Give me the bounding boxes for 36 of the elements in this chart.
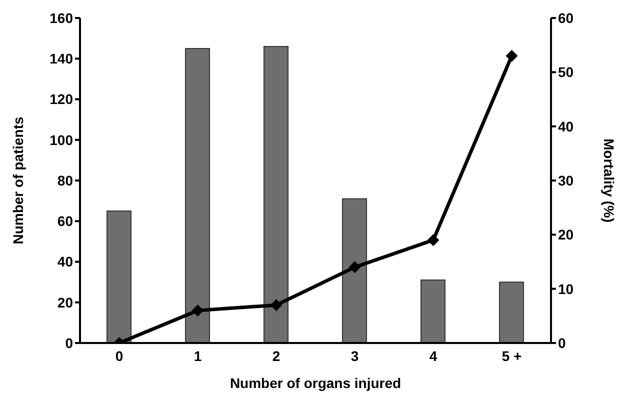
y-tick-label: 40 [57, 254, 74, 270]
x-tick-label: 3 [350, 348, 359, 364]
y-tick-label: 160 [50, 10, 74, 26]
y2-tick-label: 30 [558, 172, 574, 188]
y2-tick-label: 20 [558, 226, 574, 243]
x-tick-label: 5 + [502, 348, 522, 364]
y-axis-title: Number of patients [10, 116, 26, 244]
x-tick-label: 2 [272, 348, 280, 364]
y-tick-label: 20 [57, 294, 74, 310]
point [427, 234, 440, 246]
bar [342, 198, 367, 343]
point [348, 261, 361, 274]
y2-axis-title: Mortality (%) [601, 138, 618, 222]
point [270, 299, 282, 312]
x-tick-label: 4 [429, 348, 438, 364]
y-tick-label: 0 [65, 334, 74, 351]
y2-tick-label: 60 [558, 10, 574, 26]
point [192, 304, 204, 316]
bar [185, 48, 210, 343]
y2-tick-label: 50 [558, 64, 574, 80]
y-tick-label: 80 [57, 172, 74, 188]
y-tick-label: 60 [57, 213, 74, 230]
x-tick-label: 0 [115, 348, 124, 364]
bar [264, 46, 288, 343]
y-tick-label: 140 [50, 50, 74, 67]
bar [499, 282, 524, 343]
y2-tick-label: 40 [558, 118, 574, 134]
y-tick-label: 120 [50, 91, 74, 108]
x-axis-title: Number of organs injured [230, 375, 402, 391]
bar [420, 280, 446, 343]
y2-tick-label: 10 [558, 280, 574, 297]
bar [106, 210, 132, 343]
x-tick-label: 1 [194, 348, 202, 364]
point [506, 50, 518, 62]
y2-tick-label: 0 [558, 334, 566, 351]
y-tick-label: 100 [50, 132, 74, 148]
